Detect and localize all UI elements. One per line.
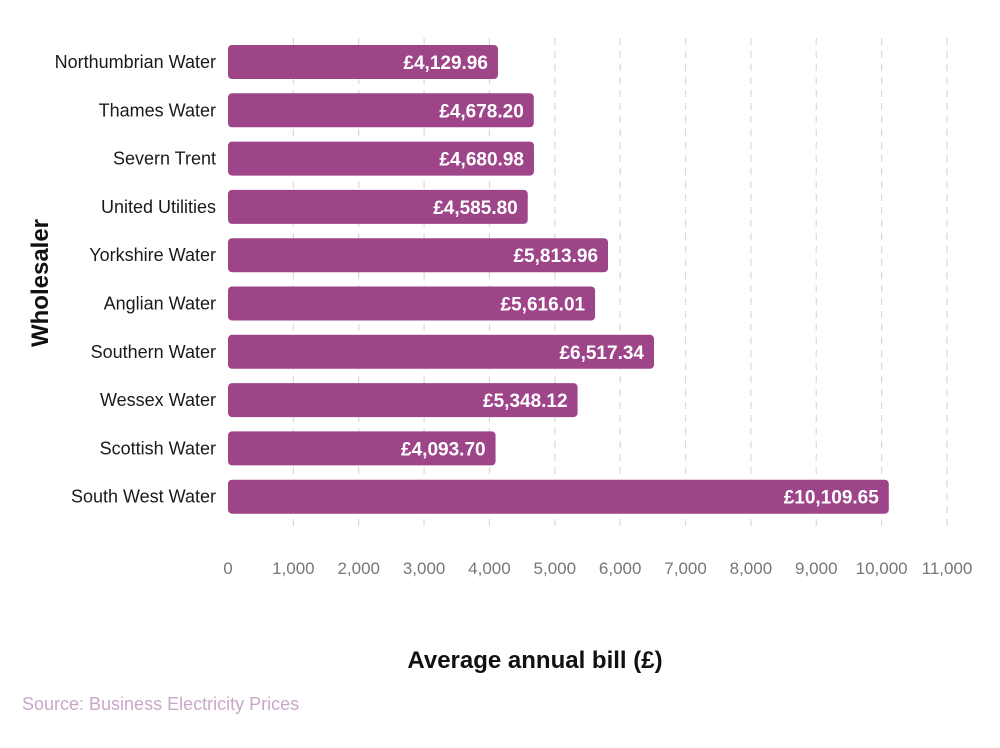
data-label: £5,348.12 [483,391,568,412]
x-tick-label: 9,000 [795,559,838,578]
data-label: £4,680.98 [439,150,524,171]
data-label: £6,517.34 [559,343,644,364]
category-label: United Utilities [101,197,216,217]
x-tick-label: 6,000 [599,559,642,578]
bar [228,93,534,128]
category-labels: Northumbrian Water Thames Water Severn Tre… [55,52,216,507]
bar [228,431,496,466]
category-label: Yorkshire Water [89,245,216,265]
x-tick-label: 7,000 [664,559,707,578]
x-tick-label: 4,000 [468,559,511,578]
bar [228,238,609,273]
category-label: Anglian Water [104,294,216,314]
data-label: £4,093.70 [401,439,486,460]
source-note: Source: Business Electricity Prices [22,694,300,714]
category-label: Severn Trent [113,149,216,169]
bar [228,479,889,514]
data-labels: £4,129.96 £4,678.20 £4,680.98 £4,585.80 £5,8… [401,53,879,509]
x-axis-title: Average annual bill (£) [407,647,662,674]
x-tick-label: 1,000 [272,559,315,578]
data-label: £4,585.80 [433,198,518,219]
data-label: £10,109.65 [784,488,880,509]
bar [228,383,578,418]
x-tick-label: 0 [223,559,232,578]
category-label: Northumbrian Water [55,52,216,72]
category-label: South West Water [71,487,216,507]
bar [228,334,654,369]
bar [228,141,534,176]
data-label: £4,678.20 [439,101,524,122]
category-label: Scottish Water [100,438,216,458]
category-label: Southern Water [91,342,216,362]
data-label: £5,616.01 [501,295,586,316]
bar [228,189,528,224]
y-axis-title: Wholesaler [27,219,54,347]
category-label: Thames Water [99,100,216,120]
x-tick-label: 5,000 [534,559,577,578]
x-tick-label: 11,000 [922,559,973,578]
x-tick-label: 10,000 [856,559,908,578]
x-axis-ticks: 0 1,000 2,000 3,000 4,000 5,000 6,000 7,000 8,00… [223,559,972,578]
bar [228,45,498,79]
data-label: £4,129.96 [403,53,488,74]
category-label: Wessex Water [100,390,216,410]
x-tick-label: 8,000 [730,559,773,578]
data-label: £5,813.96 [513,246,598,267]
x-tick-label: 3,000 [403,559,446,578]
bar [228,286,596,321]
x-tick-label: 2,000 [337,559,380,578]
bars [228,45,889,514]
